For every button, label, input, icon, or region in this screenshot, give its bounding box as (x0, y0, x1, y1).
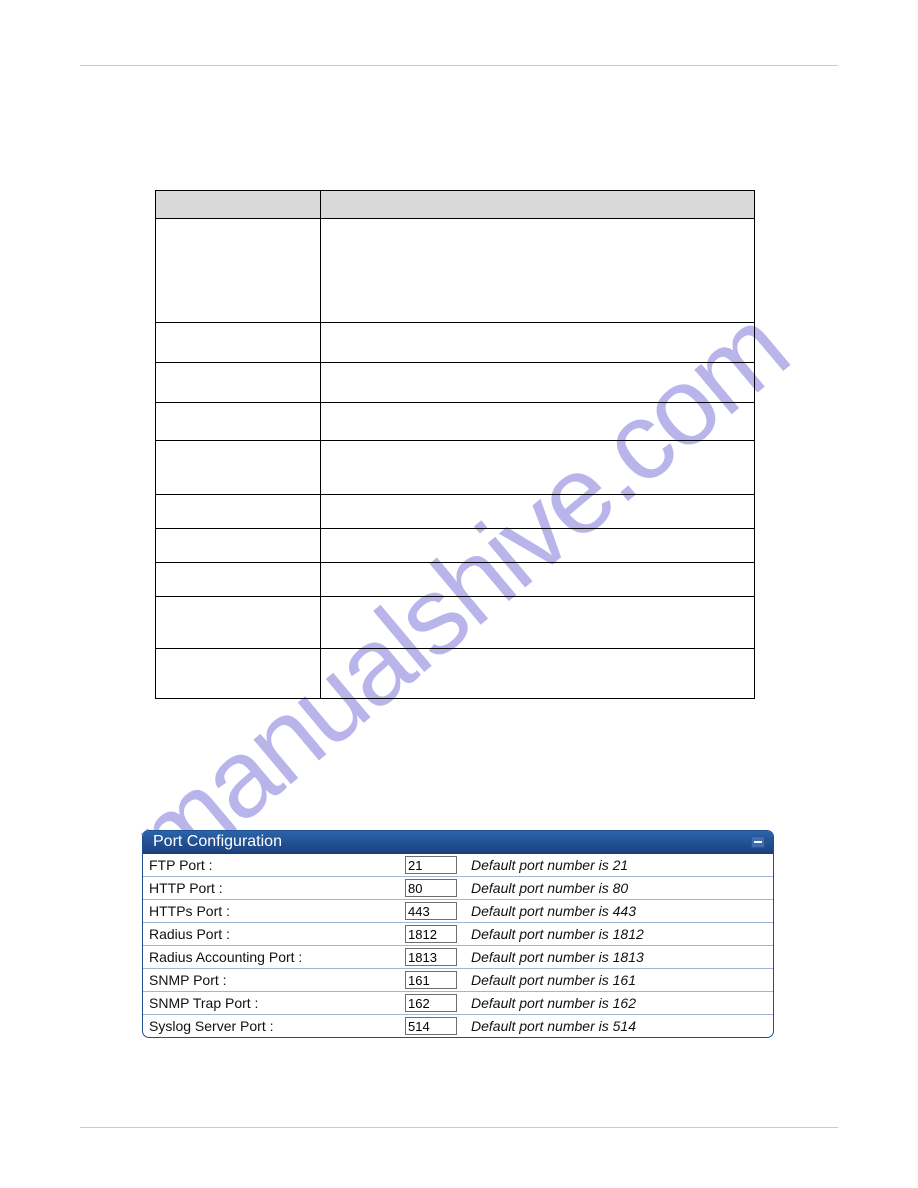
port-row-snmp: SNMP Port : Default port number is 161 (143, 969, 773, 992)
ftp-port-input[interactable] (405, 856, 457, 874)
page-rule-bottom (80, 1127, 838, 1128)
http-port-input[interactable] (405, 879, 457, 897)
desc-cell (156, 597, 321, 649)
port-configuration-table: FTP Port : Default port number is 21 HTT… (143, 854, 773, 1037)
port-label: HTTPs Port : (143, 900, 399, 923)
desc-cell (156, 403, 321, 441)
port-row-radius-acct: Radius Accounting Port : Default port nu… (143, 946, 773, 969)
port-hint: Default port number is 161 (465, 969, 773, 992)
radius-port-input[interactable] (405, 925, 457, 943)
port-row-syslog: Syslog Server Port : Default port number… (143, 1015, 773, 1038)
desc-table-header-label (156, 191, 321, 219)
port-label: SNMP Trap Port : (143, 992, 399, 1015)
snmp-trap-port-input[interactable] (405, 994, 457, 1012)
port-row-https: HTTPs Port : Default port number is 443 (143, 900, 773, 923)
port-panel-header: Port Configuration (143, 831, 773, 854)
syslog-server-port-input[interactable] (405, 1017, 457, 1035)
desc-cell (156, 323, 321, 363)
desc-cell (320, 323, 754, 363)
snmp-port-input[interactable] (405, 971, 457, 989)
desc-table-header-desc (320, 191, 754, 219)
port-label: Syslog Server Port : (143, 1015, 399, 1038)
desc-cell (320, 529, 754, 563)
port-label: Radius Port : (143, 923, 399, 946)
desc-cell (156, 495, 321, 529)
port-panel-title: Port Configuration (153, 833, 282, 851)
port-hint: Default port number is 1813 (465, 946, 773, 969)
port-hint: Default port number is 1812 (465, 923, 773, 946)
description-table (155, 190, 755, 699)
desc-cell (320, 649, 754, 699)
collapse-icon[interactable] (751, 836, 765, 848)
desc-cell (156, 441, 321, 495)
desc-cell (156, 563, 321, 597)
desc-cell (320, 597, 754, 649)
https-port-input[interactable] (405, 902, 457, 920)
desc-cell (320, 219, 754, 323)
page-rule-top (80, 65, 838, 66)
desc-cell (156, 649, 321, 699)
port-hint: Default port number is 514 (465, 1015, 773, 1038)
desc-cell (320, 363, 754, 403)
port-row-http: HTTP Port : Default port number is 80 (143, 877, 773, 900)
desc-cell (156, 529, 321, 563)
radius-accounting-port-input[interactable] (405, 948, 457, 966)
desc-cell (156, 363, 321, 403)
port-hint: Default port number is 443 (465, 900, 773, 923)
desc-cell (320, 441, 754, 495)
desc-cell (320, 403, 754, 441)
port-configuration-panel: Port Configuration FTP Port : Default po… (142, 830, 774, 1038)
port-hint: Default port number is 162 (465, 992, 773, 1015)
port-row-ftp: FTP Port : Default port number is 21 (143, 854, 773, 877)
port-hint: Default port number is 21 (465, 854, 773, 877)
port-hint: Default port number is 80 (465, 877, 773, 900)
port-row-radius: Radius Port : Default port number is 181… (143, 923, 773, 946)
port-label: Radius Accounting Port : (143, 946, 399, 969)
desc-cell (320, 563, 754, 597)
desc-cell (156, 219, 321, 323)
desc-cell (320, 495, 754, 529)
port-label: FTP Port : (143, 854, 399, 877)
port-label: HTTP Port : (143, 877, 399, 900)
port-label: SNMP Port : (143, 969, 399, 992)
port-row-snmp-trap: SNMP Trap Port : Default port number is … (143, 992, 773, 1015)
